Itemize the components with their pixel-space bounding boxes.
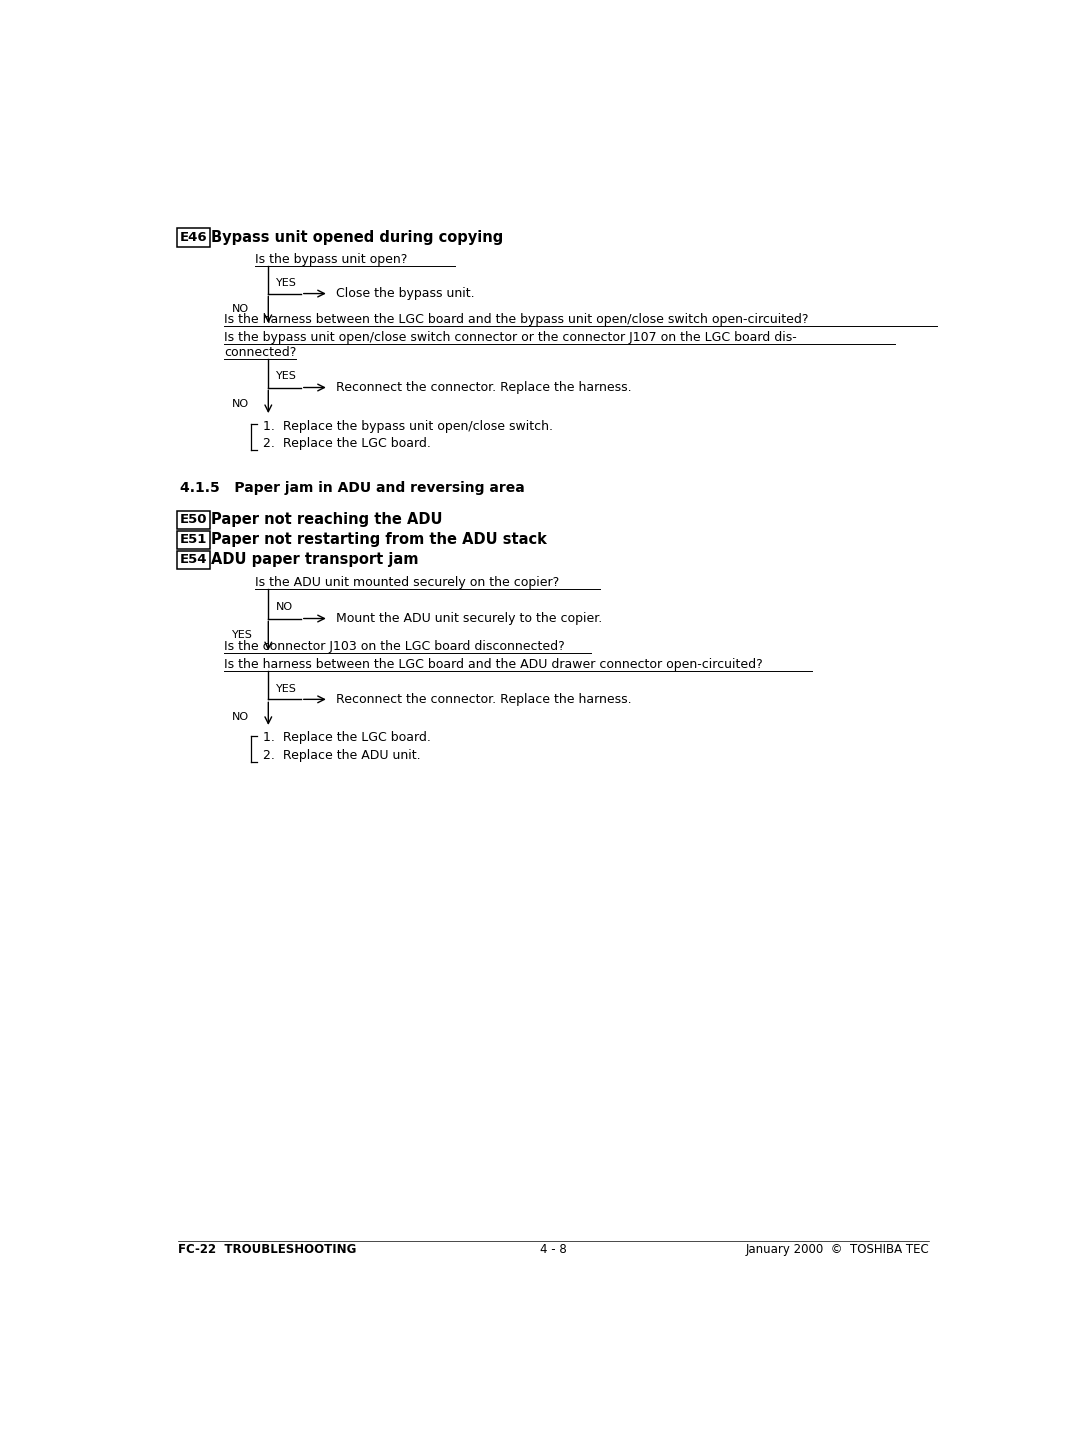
Text: Is the ADU unit mounted securely on the copier?: Is the ADU unit mounted securely on the … [255, 576, 559, 589]
Text: Is the bypass unit open/close switch connector or the connector J107 on the LGC : Is the bypass unit open/close switch con… [225, 331, 797, 344]
Text: YES: YES [276, 371, 297, 381]
Text: Is the bypass unit open?: Is the bypass unit open? [255, 253, 407, 266]
Text: Reconnect the connector. Replace the harness.: Reconnect the connector. Replace the har… [337, 692, 632, 707]
Text: Close the bypass unit.: Close the bypass unit. [337, 286, 475, 301]
Text: Bypass unit opened during copying: Bypass unit opened during copying [211, 230, 503, 245]
Text: January 2000  ©  TOSHIBA TEC: January 2000 © TOSHIBA TEC [745, 1243, 930, 1256]
Text: 1.  Replace the bypass unit open/close switch.: 1. Replace the bypass unit open/close sw… [262, 420, 553, 433]
Text: 1.  Replace the LGC board.: 1. Replace the LGC board. [262, 731, 431, 744]
Text: E54: E54 [180, 554, 207, 567]
Text: 4 - 8: 4 - 8 [540, 1243, 567, 1256]
Text: YES: YES [232, 630, 253, 640]
Text: E51: E51 [180, 534, 207, 547]
Text: connected?: connected? [225, 345, 297, 358]
Text: Is the connector J103 on the LGC board disconnected?: Is the connector J103 on the LGC board d… [225, 640, 565, 653]
Text: 2.  Replace the ADU unit.: 2. Replace the ADU unit. [262, 750, 420, 763]
Text: ADU paper transport jam: ADU paper transport jam [211, 553, 418, 567]
Text: FC-22  TROUBLESHOOTING: FC-22 TROUBLESHOOTING [177, 1243, 356, 1256]
Text: NO: NO [232, 304, 249, 314]
Text: 2.  Replace the LGC board.: 2. Replace the LGC board. [262, 437, 431, 450]
Text: YES: YES [276, 684, 297, 694]
Text: YES: YES [276, 278, 297, 288]
Text: E46: E46 [180, 230, 207, 243]
Text: Paper not reaching the ADU: Paper not reaching the ADU [211, 512, 443, 528]
Text: Mount the ADU unit securely to the copier.: Mount the ADU unit securely to the copie… [337, 612, 603, 625]
Text: Reconnect the connector. Replace the harness.: Reconnect the connector. Replace the har… [337, 381, 632, 394]
Text: NO: NO [232, 400, 249, 410]
Text: Is the harness between the LGC board and the bypass unit open/close switch open-: Is the harness between the LGC board and… [225, 312, 809, 325]
Text: Is the harness between the LGC board and the ADU drawer connector open-circuited: Is the harness between the LGC board and… [225, 658, 762, 671]
Text: E50: E50 [180, 514, 207, 527]
Text: 4.1.5   Paper jam in ADU and reversing area: 4.1.5 Paper jam in ADU and reversing are… [180, 481, 525, 495]
Text: NO: NO [276, 603, 293, 613]
Text: Paper not restarting from the ADU stack: Paper not restarting from the ADU stack [211, 532, 546, 547]
Text: NO: NO [232, 712, 249, 722]
